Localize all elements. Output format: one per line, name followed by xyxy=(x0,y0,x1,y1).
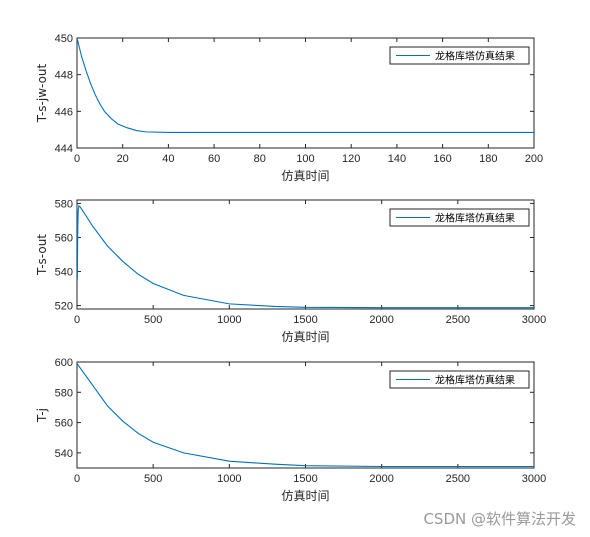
subplot-3: 0 500 1000 1500 2000 2500 3000 540 560 580 600 仿真时间… xyxy=(35,357,546,503)
legend-label: 龙格库塔仿真结果 xyxy=(435,212,515,225)
x-tick-label: 140 xyxy=(388,153,406,165)
legend-label: 龙格库塔仿真结果 xyxy=(435,50,515,63)
x-tick-label: 120 xyxy=(342,153,360,165)
legend-box xyxy=(389,46,530,65)
x-tick-label: 0 xyxy=(74,473,80,485)
y-tick-label: 448 xyxy=(55,70,73,82)
x-tick-label: 80 xyxy=(254,153,266,165)
series-line xyxy=(77,38,534,133)
x-tick-label: 60 xyxy=(208,153,220,165)
x-tick-label: 3000 xyxy=(522,473,546,485)
y-tick-label: 580 xyxy=(55,198,73,210)
x-tick-label: 500 xyxy=(144,314,162,326)
x-tick-label: 160 xyxy=(433,153,451,165)
y-tick-label: 600 xyxy=(55,357,73,369)
y-tick-label: 520 xyxy=(55,301,73,313)
y-tick-label: 580 xyxy=(55,387,73,399)
y-tick-label: 450 xyxy=(55,33,73,45)
legend-box xyxy=(389,370,530,389)
x-tick-label: 2000 xyxy=(369,473,393,485)
x-tick-label: 1000 xyxy=(217,314,241,326)
legend: 龙格库塔仿真结果 xyxy=(389,208,530,227)
x-tick-label: 1500 xyxy=(293,314,317,326)
x-tick-label: 0 xyxy=(74,153,80,165)
x-tick-label: 100 xyxy=(296,153,314,165)
series-line xyxy=(77,204,534,309)
x-tick-label: 3000 xyxy=(522,314,546,326)
x-tick-label: 0 xyxy=(74,314,80,326)
x-axis-label: 仿真时间 xyxy=(281,169,329,183)
x-tick-label: 500 xyxy=(144,473,162,485)
legend-box xyxy=(389,208,530,227)
x-tick-label: 40 xyxy=(162,153,174,165)
x-tick-label: 1500 xyxy=(293,473,317,485)
y-axis-label: T-s-out xyxy=(35,234,49,276)
subplot-2: 0 500 1000 1500 2000 2500 3000 520 540 560 580 仿真时间… xyxy=(35,198,546,344)
x-tick-label: 2000 xyxy=(369,314,393,326)
x-tick-label: 180 xyxy=(479,153,497,165)
series-line xyxy=(77,363,534,468)
legend: 龙格库塔仿真结果 xyxy=(389,370,530,389)
legend: 龙格库塔仿真结果 xyxy=(389,46,530,65)
x-axis-label: 仿真时间 xyxy=(281,330,329,344)
y-tick-label: 540 xyxy=(55,448,73,460)
y-axis-label: T-j xyxy=(35,408,49,423)
x-tick-label: 1000 xyxy=(217,473,241,485)
y-tick-label: 560 xyxy=(55,418,73,430)
x-tick-label: 200 xyxy=(525,153,543,165)
y-tick-label: 540 xyxy=(55,267,73,279)
watermark: CSDN @软件算法开发 xyxy=(423,510,576,528)
y-tick-label: 444 xyxy=(55,143,73,155)
x-tick-label: 2500 xyxy=(446,473,470,485)
x-tick-label: 2500 xyxy=(446,314,470,326)
x-tick-label: 20 xyxy=(117,153,129,165)
y-tick-label: 560 xyxy=(55,232,73,244)
y-tick-label: 446 xyxy=(55,106,73,118)
subplot-1: 0 20 40 60 80 100 120 140 160 180 200 444 446 448 450 仿… xyxy=(35,33,543,183)
x-axis-label: 仿真时间 xyxy=(281,489,329,503)
y-axis-label: T-s-jw-out xyxy=(35,63,49,123)
legend-label: 龙格库塔仿真结果 xyxy=(435,374,515,387)
